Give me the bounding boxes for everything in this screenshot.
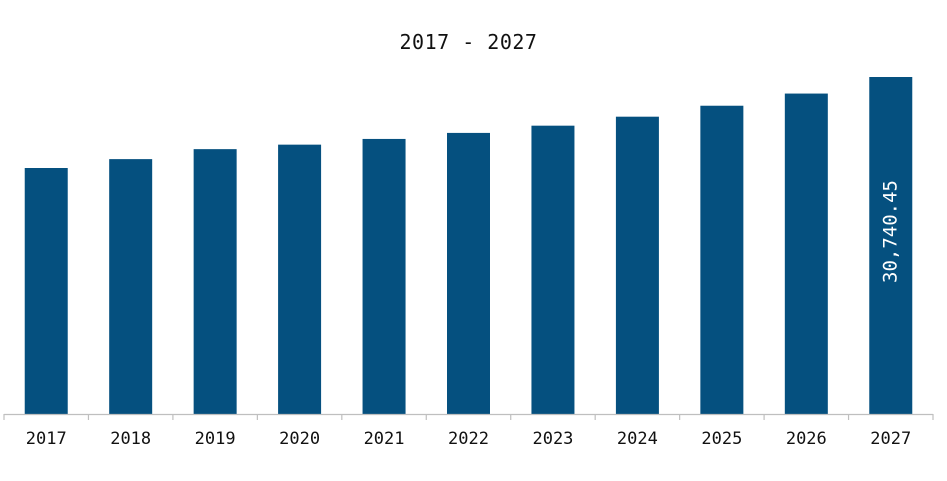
x-tick-label: 2019 [195,429,236,449]
x-tick-label: 2020 [279,429,320,449]
x-tick-label: 2017 [26,429,67,449]
bars-layer [24,77,913,415]
bar-2021 [362,138,406,414]
chart-title: 2017 - 2027 [399,30,538,54]
bar-2019 [193,149,237,414]
x-tick-label: 2018 [110,429,151,449]
x-tick-label: 2024 [617,429,658,449]
x-tick-label: 2022 [448,429,489,449]
x-tick-label: 2026 [786,429,827,449]
x-tick-label: 2021 [364,429,405,449]
bar-2018 [109,159,153,414]
data-label: 30,740.45 [879,180,901,283]
bar-2024 [615,116,659,414]
bar-2025 [700,105,744,414]
bar-2023 [531,125,575,415]
x-axis: 2017 2018 2019 2020 2021 2022 2023 2024 2025 2026… [3,413,934,449]
bar-2017 [24,168,68,414]
x-tick-label: 2027 [870,429,911,449]
bar-2027 [869,77,913,414]
bar-2022 [447,132,490,414]
x-tick-label: 2023 [532,429,573,449]
data-labels-layer: 30,740.45 [879,180,901,283]
bar-2020 [278,144,322,414]
x-tick-label: 2025 [701,429,742,449]
bar-2026 [784,93,828,414]
